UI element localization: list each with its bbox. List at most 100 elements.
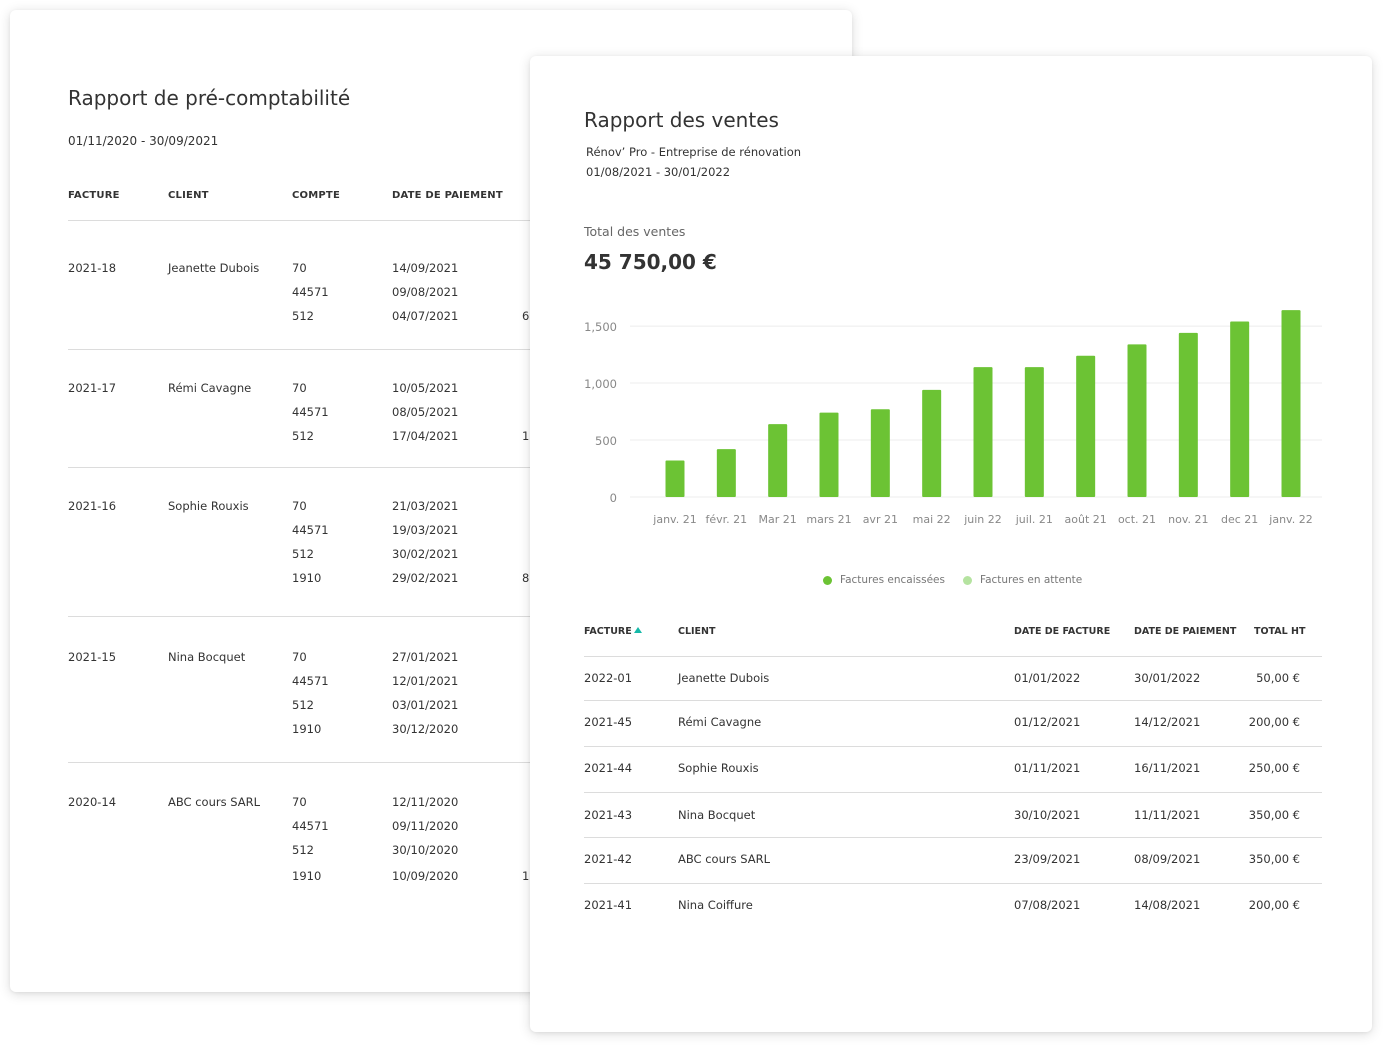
chart-bar-paid[interactable]	[922, 389, 942, 497]
sales-header-client[interactable]: CLIENT	[678, 626, 716, 637]
chart-bar-paid[interactable]	[1281, 310, 1301, 497]
precompta-header-facture[interactable]: FACTURE	[68, 190, 120, 201]
sales-invoice-date: 01/11/2021	[1014, 761, 1081, 775]
chart-x-tick-label: févr. 21	[706, 513, 748, 526]
precompta-facture-number: 2020-14	[68, 795, 117, 809]
sales-payment-date: 30/01/2022	[1134, 671, 1201, 685]
precompta-header-client[interactable]: CLIENT	[168, 190, 209, 201]
precompta-account: 512	[292, 547, 314, 561]
chart-bar-paid[interactable]	[1178, 332, 1198, 497]
chart-bar-paid[interactable]	[870, 409, 890, 497]
precompta-payment-date: 14/09/2021	[392, 261, 459, 275]
precompta-period: 01/11/2020 - 30/09/2021	[68, 134, 219, 148]
precompta-amount-clipped: 6	[522, 309, 530, 323]
sales-client-name: Sophie Rouxis	[678, 761, 759, 775]
precompta-header-compte[interactable]: COMPTE	[292, 190, 340, 201]
chart-bar-paid[interactable]	[1230, 321, 1250, 497]
chart-x-tick-label: août 21	[1065, 513, 1107, 526]
precompta-account: 1910	[292, 722, 322, 736]
precompta-account: 512	[292, 698, 314, 712]
sort-ascending-icon[interactable]	[633, 627, 642, 633]
sales-header-date-facture[interactable]: DATE DE FACTURE	[1014, 626, 1111, 637]
sales-invoice-date: 01/12/2021	[1014, 715, 1081, 729]
precompta-client-name: Nina Bocquet	[168, 650, 246, 664]
sales-title: Rapport des ventes	[584, 108, 779, 132]
precompta-client-name: Jeanette Dubois	[168, 261, 260, 275]
chart-bar-paid[interactable]	[819, 412, 839, 497]
precompta-account: 512	[292, 309, 314, 323]
sales-client-name: Nina Bocquet	[678, 808, 756, 822]
sales-total-ht: 200,00 €	[1248, 715, 1300, 729]
precompta-payment-date: 30/10/2020	[392, 843, 459, 857]
precompta-row-divider	[68, 467, 538, 468]
chart-bar-paid[interactable]	[1127, 344, 1147, 497]
precompta-payment-date: 12/01/2021	[392, 674, 459, 688]
sales-header-facture-label: FACTURE	[584, 626, 632, 637]
chart-x-tick-label: Mar 21	[759, 513, 797, 526]
legend-item-pending[interactable]: Factures en attente	[963, 574, 1082, 586]
precompta-payment-date: 29/02/2021	[392, 571, 459, 585]
chart-x-tick-label: janv. 21	[652, 513, 696, 526]
precompta-account: 44571	[292, 405, 329, 419]
legend-item-paid[interactable]: Factures encaissées	[823, 574, 945, 586]
precompta-account: 44571	[292, 523, 329, 537]
chart-bar-paid[interactable]	[768, 424, 788, 497]
precompta-account: 70	[292, 261, 307, 275]
precompta-account: 44571	[292, 285, 329, 299]
sales-facture-number: 2022-01	[584, 671, 633, 685]
precompta-payment-date: 08/05/2021	[392, 405, 459, 419]
sales-row-divider	[584, 837, 1322, 838]
company-name: Rénov’ Pro - Entreprise de rénovation	[586, 145, 802, 159]
sales-invoice-date: 23/09/2021	[1014, 852, 1081, 866]
precompta-row-divider	[68, 349, 538, 350]
legend-label-paid: Factures encaissées	[840, 574, 945, 586]
precompta-account: 512	[292, 429, 314, 443]
precompta-header-divider	[68, 220, 538, 221]
legend-dot-pending-icon	[963, 575, 972, 585]
chart-bar-paid[interactable]	[1076, 355, 1096, 497]
chart-bar-paid[interactable]	[1024, 367, 1044, 497]
sales-header-date-paiement[interactable]: DATE DE PAIEMENT	[1134, 626, 1237, 637]
precompta-payment-date: 09/08/2021	[392, 285, 459, 299]
precompta-client-name: ABC cours SARL	[168, 795, 261, 809]
sales-total-ht: 250,00 €	[1248, 761, 1300, 775]
sales-payment-date: 08/09/2021	[1134, 852, 1201, 866]
precompta-payment-date: 30/02/2021	[392, 547, 459, 561]
precompta-client-name: Sophie Rouxis	[168, 499, 249, 513]
precompta-payment-date: 17/04/2021	[392, 429, 459, 443]
chart-x-tick-label: juin 22	[963, 513, 1002, 526]
chart-bar-paid[interactable]	[665, 460, 685, 497]
chart-x-tick-label: juil. 21	[1015, 513, 1053, 526]
sales-header-total[interactable]: TOTAL HT	[1254, 626, 1306, 637]
legend-dot-paid-icon	[823, 575, 832, 585]
sales-header-facture[interactable]: FACTURE	[584, 626, 642, 637]
precompta-payment-date: 09/11/2020	[392, 819, 459, 833]
chart-y-tick-label: 1,000	[584, 377, 617, 391]
precompta-amount-clipped: 1	[522, 429, 530, 443]
precompta-client-name: Rémi Cavagne	[168, 381, 252, 395]
sales-total-ht: 50,00 €	[1256, 671, 1300, 685]
chart-x-tick-label: mai 22	[913, 513, 951, 526]
sales-report-card: Rapport des ventes Rénov’ Pro - Entrepri…	[530, 56, 1372, 1032]
precompta-payment-date: 10/05/2021	[392, 381, 459, 395]
sales-invoice-date: 07/08/2021	[1014, 898, 1081, 912]
sales-client-name: Jeanette Dubois	[678, 671, 770, 685]
chart-y-tick-label: 1,500	[584, 320, 617, 334]
precompta-title: Rapport de pré-comptabilité	[68, 86, 351, 110]
precompta-amount-clipped: 1	[522, 869, 530, 883]
sales-total-ht: 200,00 €	[1248, 898, 1300, 912]
precompta-account: 70	[292, 795, 307, 809]
chart-x-tick-label: dec 21	[1221, 513, 1258, 526]
precompta-account: 70	[292, 499, 307, 513]
precompta-payment-date: 10/09/2020	[392, 869, 459, 883]
chart-bar-paid[interactable]	[973, 367, 993, 497]
sales-invoice-date: 01/01/2022	[1014, 671, 1081, 685]
total-sales-value: 45 750,00 €	[584, 250, 717, 274]
chart-bar-paid[interactable]	[716, 449, 736, 497]
precompta-payment-date: 19/03/2021	[392, 523, 459, 537]
precompta-header-date[interactable]: DATE DE PAIEMENT	[392, 190, 503, 201]
precompta-facture-number: 2021-15	[68, 650, 117, 664]
sales-row-divider	[584, 700, 1322, 701]
sales-row-divider	[584, 883, 1322, 884]
total-sales-label: Total des ventes	[584, 224, 686, 239]
